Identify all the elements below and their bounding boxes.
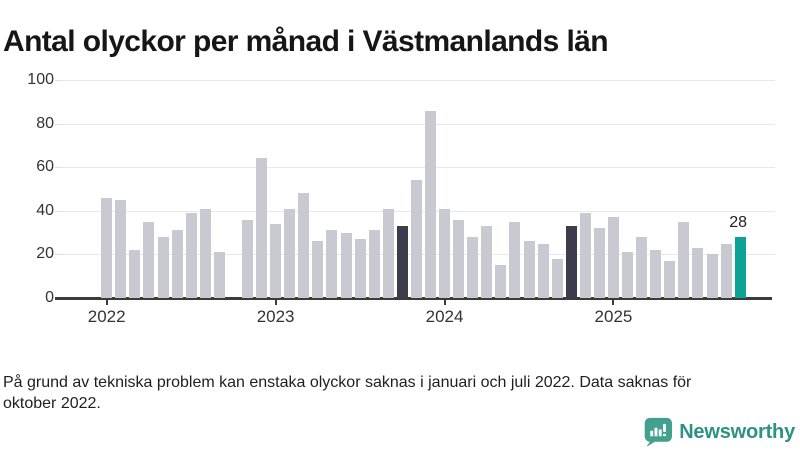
y-tick-label-40: 40 bbox=[36, 201, 54, 219]
bar-2023-12 bbox=[424, 110, 436, 298]
x-tick-label-2024: 2024 bbox=[425, 307, 464, 326]
bar-2024-04 bbox=[481, 226, 493, 298]
y-tick-label-0: 0 bbox=[45, 289, 54, 306]
bar-2025-09 bbox=[720, 243, 732, 298]
x-tick-2022 bbox=[105, 298, 108, 305]
bar-2024-01 bbox=[439, 208, 451, 298]
bar-2023-05 bbox=[326, 230, 338, 298]
bar-2025-07 bbox=[692, 247, 704, 298]
brand-logo: Newsworthy bbox=[643, 417, 795, 447]
bar-2024-05 bbox=[495, 265, 507, 298]
y-tick-label-20: 20 bbox=[36, 245, 54, 263]
bar-2023-03 bbox=[298, 193, 310, 298]
bar-2022-08 bbox=[199, 208, 211, 298]
bar-2022-03 bbox=[129, 250, 141, 298]
bar-2024-07 bbox=[523, 241, 535, 298]
bar-2024-02 bbox=[453, 219, 465, 298]
bar-2025-01 bbox=[607, 217, 619, 298]
page-title: Antal olyckor per månad i Västmanlands l… bbox=[3, 25, 609, 59]
y-tick-label-80: 80 bbox=[36, 114, 54, 132]
bar-2025-08 bbox=[706, 254, 718, 298]
gridline-60 bbox=[62, 167, 775, 169]
x-tick-label-2023: 2023 bbox=[256, 307, 295, 326]
footnote-line-2: oktober 2022. bbox=[3, 395, 101, 412]
bar-2023-07 bbox=[354, 239, 366, 298]
bar-2022-06 bbox=[171, 230, 183, 298]
bar-2023-04 bbox=[312, 241, 324, 298]
bar-2025-02 bbox=[622, 252, 634, 298]
bar-2024-12 bbox=[593, 228, 605, 298]
bar-2025-05 bbox=[664, 260, 676, 298]
bar-2022-11 bbox=[241, 219, 253, 298]
bar-2022-04 bbox=[143, 221, 155, 298]
y-tick-label-60: 60 bbox=[36, 158, 54, 176]
bar-2024-06 bbox=[509, 221, 521, 298]
x-tick-2023 bbox=[274, 298, 277, 305]
y-tick-20 bbox=[55, 254, 62, 256]
latest-value-label: 28 bbox=[729, 213, 748, 231]
bar-2025-03 bbox=[636, 236, 648, 298]
bar-2024-08 bbox=[537, 243, 549, 298]
bar-2023-01 bbox=[270, 223, 282, 298]
bar-2024-03 bbox=[467, 236, 479, 298]
bar-2023-02 bbox=[284, 208, 296, 298]
x-tick-2024 bbox=[443, 298, 446, 305]
bar-2024-10 bbox=[565, 226, 577, 298]
bar-2022-07 bbox=[185, 212, 197, 298]
footnote-line-1: På grund av tekniska problem kan enstaka… bbox=[3, 374, 692, 391]
bar-2023-09 bbox=[382, 208, 394, 298]
bar-chart-speech-bubble-icon bbox=[643, 417, 673, 447]
x-axis-line bbox=[62, 297, 772, 300]
bar-2022-12 bbox=[256, 158, 268, 298]
footnote: På grund av tekniska problem kan enstaka… bbox=[3, 372, 793, 414]
bar-2025-10 bbox=[734, 236, 746, 298]
y-tick-40 bbox=[55, 210, 62, 212]
bar-2022-01 bbox=[101, 197, 113, 298]
bar-2023-06 bbox=[340, 232, 352, 298]
y-tick-80 bbox=[55, 123, 62, 125]
y-tick-0 bbox=[55, 297, 62, 300]
gridline-100 bbox=[62, 80, 775, 81]
bar-2024-11 bbox=[579, 212, 591, 298]
x-tick-label-2022: 2022 bbox=[87, 307, 126, 326]
x-tick-label-2025: 2025 bbox=[594, 307, 633, 326]
bar-2023-10 bbox=[396, 226, 408, 298]
y-tick-60 bbox=[55, 167, 62, 169]
bar-2023-11 bbox=[410, 180, 422, 298]
bar-2024-09 bbox=[551, 258, 563, 298]
bar-2025-04 bbox=[650, 250, 662, 298]
y-tick-100 bbox=[55, 80, 62, 81]
bar-2022-02 bbox=[115, 199, 127, 298]
brand-name: Newsworthy bbox=[679, 420, 795, 443]
gridline-80 bbox=[62, 123, 775, 125]
bar-2022-05 bbox=[157, 236, 169, 298]
bar-2023-08 bbox=[368, 230, 380, 298]
bar-2025-06 bbox=[678, 221, 690, 298]
x-tick-2025 bbox=[612, 298, 615, 305]
y-tick-label-100: 100 bbox=[27, 71, 54, 88]
bar-2022-09 bbox=[213, 252, 225, 298]
